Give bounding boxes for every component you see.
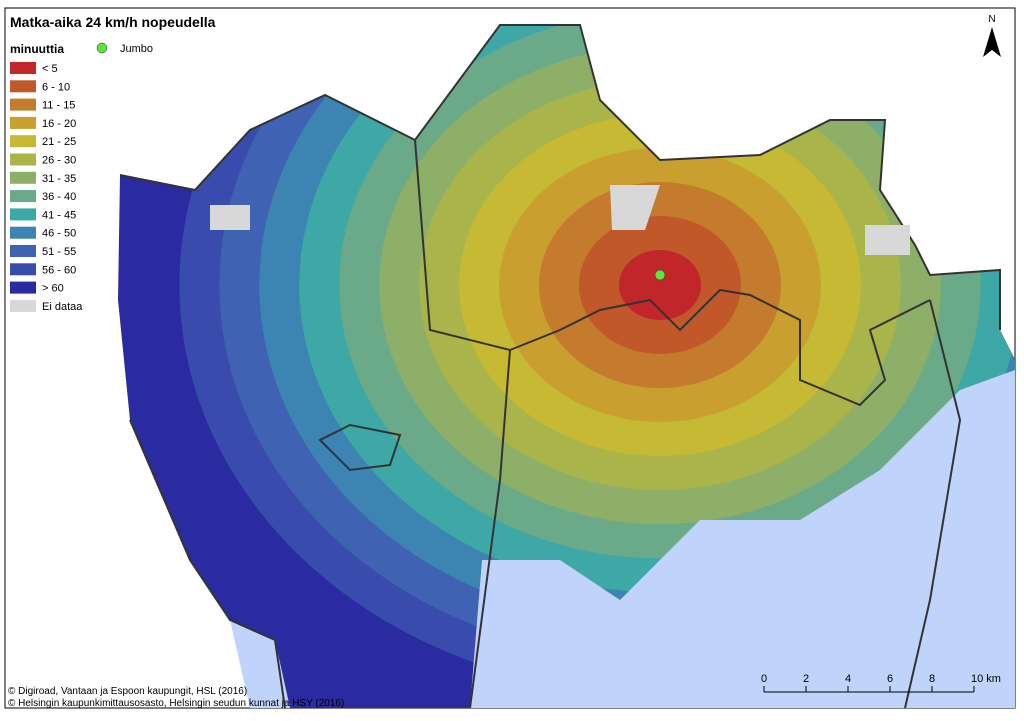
legend-label: 36 - 40 [42,191,76,203]
legend: < 5 6 - 10 11 - 15 16 - 20 21 - 25 26 - 30 31 … [10,62,83,313]
no-data [865,225,910,255]
legend-swatch [10,226,36,239]
legend-label: < 5 [42,63,58,75]
legend-label: Ei dataa [42,301,83,313]
legend-title: minuuttia [10,42,64,56]
legend-label: 31 - 35 [42,173,76,185]
legend-swatch [10,98,36,111]
legend-label: > 60 [42,283,64,295]
legend-swatch [10,208,36,221]
north-label: N [988,14,995,25]
legend-swatch [10,171,36,184]
no-data [610,185,660,230]
scale-label: 0 [761,673,767,685]
no-data-patches [210,185,910,255]
border [129,419,286,709]
scale-label: 4 [845,673,851,685]
municipal-borders [119,24,1001,709]
scale-label: 6 [887,673,893,685]
border [318,423,402,472]
legend-swatch [10,80,36,93]
credit: © Digiroad, Vantaan ja Espoon kaupungit,… [8,686,247,697]
legend-swatch [10,62,36,74]
legend-label: 11 - 15 [42,100,75,112]
border [119,24,1001,330]
legend-swatch [10,263,36,276]
legend-label: 26 - 30 [42,155,76,167]
marker-key [96,42,108,54]
legend-swatch [10,135,36,148]
legend-label: 16 - 20 [42,118,76,130]
legend-swatch [10,245,36,257]
scale-label: 10 km [971,673,1001,685]
scale-label: 8 [929,673,935,685]
border [509,288,931,407]
north-arrow: N [983,14,1001,57]
scale-bar: 0 2 4 6 8 10 km [761,673,1001,693]
legend-swatch [10,190,36,203]
no-data [210,205,250,230]
legend-label: 51 - 55 [42,246,76,258]
legend-swatch [10,299,36,312]
credit: © Helsingin kaupunkimittausosasto, Helsi… [8,698,344,709]
legend-label: 46 - 50 [42,228,76,240]
legend-label: 21 - 25 [42,136,76,148]
legend-swatch [10,116,36,129]
scale-label: 2 [803,673,809,685]
title: Matka-aika 24 km/h nopeudella [10,14,216,30]
legend-label: 56 - 60 [42,264,76,276]
legend-swatch [10,153,36,166]
sea [470,370,1015,708]
title-bg [6,9,256,34]
border [904,299,962,709]
legend-swatch [10,281,36,294]
legend-label: 6 - 10 [42,81,70,93]
marker-label: Jumbo [120,43,153,55]
north-arrow-shape [983,27,1001,57]
legend-label: 41 - 45 [42,209,76,221]
jumbo-marker [654,269,666,281]
